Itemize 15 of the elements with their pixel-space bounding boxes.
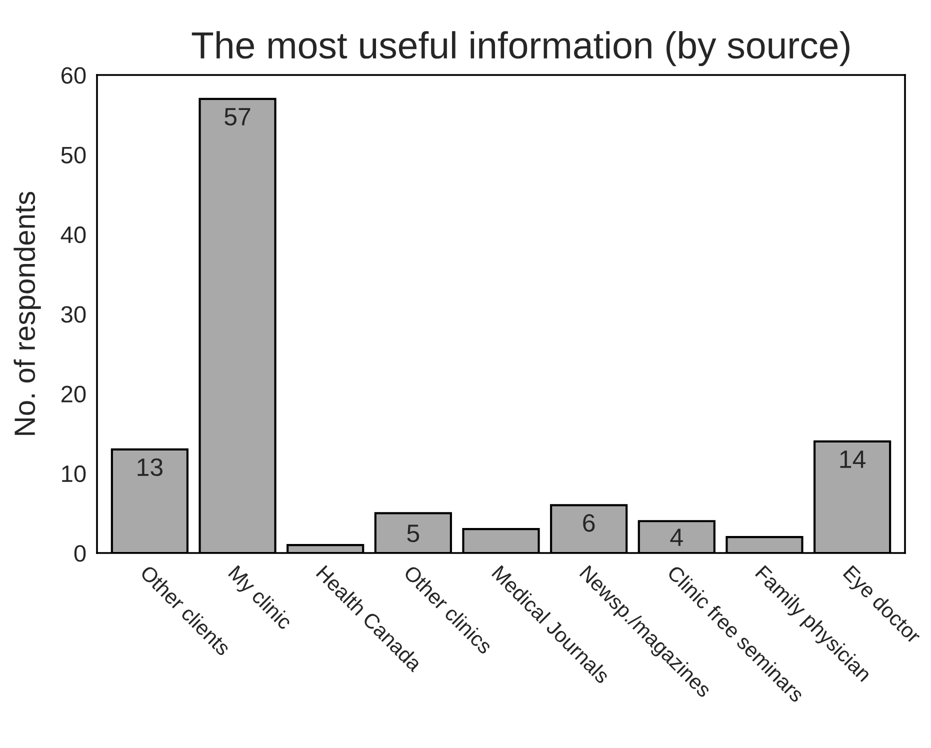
y-tick-label: 20 [62,386,86,402]
y-tick-label: 10 [62,465,86,482]
data-label: 13 [138,458,162,476]
data-label: 5 [407,524,420,542]
data-label: 4 [670,528,683,546]
y-tick-label: 30 [61,306,86,323]
data-label: 6 [583,514,595,532]
data-label: 57 [224,108,250,126]
y-tick-label: 60 [62,67,86,84]
y-tick-label: 0 [74,545,86,562]
y-tick-label: 40 [60,226,86,244]
data-label: 14 [840,450,866,468]
y-tick-label: 50 [61,146,86,164]
chart-title: The most useful information (by source) [192,31,850,66]
y-axis-title: No. of respondents [14,192,41,435]
